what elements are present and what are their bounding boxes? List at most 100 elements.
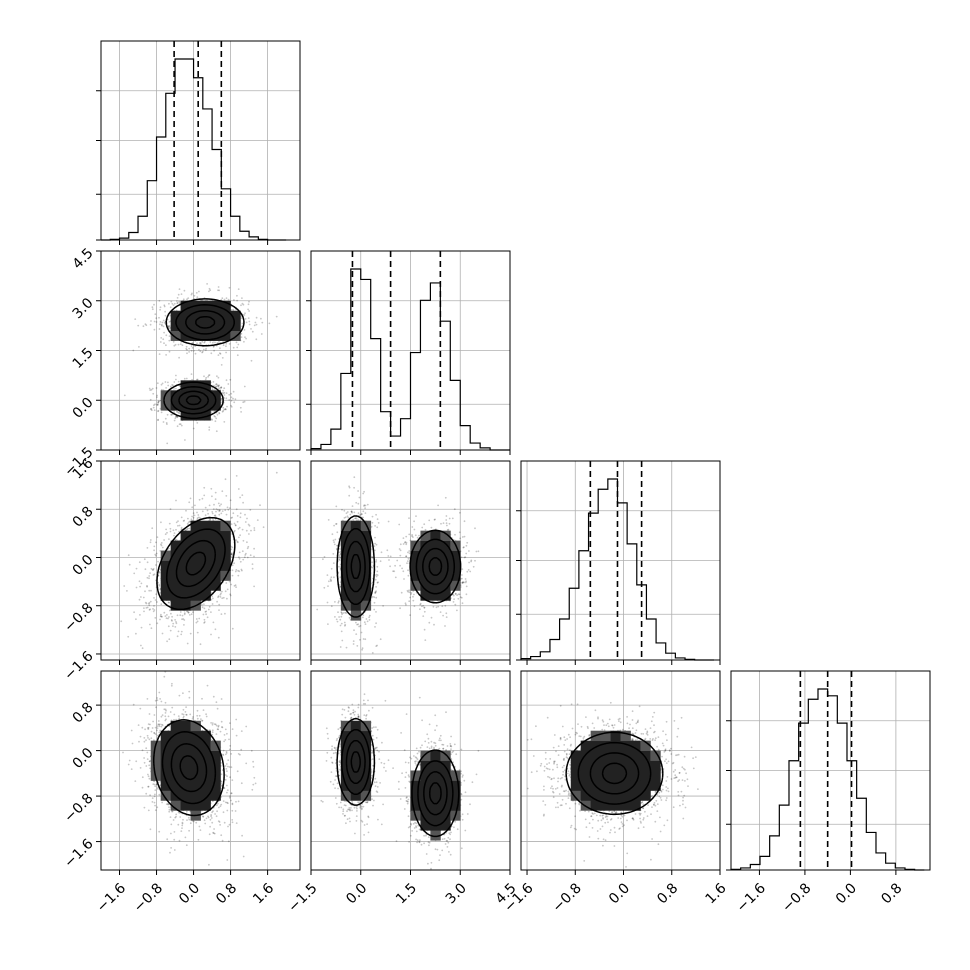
sample-point: [191, 341, 194, 344]
sample-point: [150, 409, 153, 412]
sample-point: [141, 647, 144, 650]
sample-point: [330, 567, 333, 570]
sample-point: [199, 350, 202, 353]
sample-point: [221, 357, 224, 359]
density-bin: [160, 580, 172, 591]
sample-point: [201, 497, 204, 500]
sample-point: [138, 346, 140, 348]
sample-point: [237, 343, 240, 346]
sample-point: [232, 512, 235, 515]
sample-point: [217, 354, 220, 356]
sample-point: [161, 546, 164, 549]
sample-point: [336, 544, 339, 547]
sample-point: [464, 581, 467, 584]
joint-panel-1-2: [310, 460, 511, 665]
sample-point: [185, 377, 188, 380]
density-bin: [160, 570, 172, 581]
sample-point: [183, 289, 186, 292]
sample-point: [161, 632, 164, 635]
sample-point: [148, 589, 151, 592]
sample-point: [405, 555, 407, 558]
density-bin: [180, 570, 191, 581]
sample-point: [159, 306, 162, 309]
density-bin: [200, 380, 211, 391]
sample-point: [165, 334, 168, 337]
sample-point: [160, 521, 162, 524]
sample-point: [356, 623, 358, 626]
sample-point: [361, 647, 364, 650]
sample-point: [210, 487, 213, 490]
sample-point: [445, 522, 448, 525]
sample-point: [175, 499, 177, 502]
sample-point: [150, 589, 152, 592]
sample-point: [181, 618, 183, 621]
sample-point: [335, 618, 338, 621]
sample-point: [139, 614, 141, 616]
sample-point: [164, 310, 167, 313]
sample-point: [333, 541, 335, 543]
sample-point: [177, 520, 179, 522]
sample-point: [418, 534, 420, 537]
sample-point: [348, 486, 351, 489]
sample-point: [239, 516, 242, 519]
sample-point: [444, 496, 447, 499]
sample-point: [151, 527, 154, 530]
sample-point: [222, 596, 225, 599]
sample-point: [344, 624, 346, 627]
sample-point: [220, 613, 223, 615]
sample-point: [149, 572, 152, 574]
sample-point: [360, 513, 363, 515]
sample-point: [245, 529, 248, 532]
sample-point: [248, 310, 251, 312]
sample-point: [238, 556, 240, 559]
sample-point: [168, 547, 170, 550]
sample-point: [229, 378, 232, 381]
sample-point: [232, 346, 235, 349]
sample-point: [159, 341, 162, 343]
sample-point: [326, 601, 329, 604]
sample-point: [156, 536, 159, 539]
sample-point: [140, 626, 143, 629]
sample-point: [227, 298, 230, 301]
density-bin: [210, 530, 221, 541]
sample-point: [160, 613, 162, 616]
sample-point: [247, 545, 250, 548]
sample-point: [339, 576, 342, 579]
sample-point: [167, 617, 169, 620]
sample-point: [163, 539, 166, 541]
density-bin: [210, 520, 221, 532]
sample-point: [223, 298, 226, 301]
sample-point: [188, 614, 191, 616]
sample-point: [461, 602, 464, 605]
sample-point: [168, 609, 171, 612]
sample-point: [143, 558, 146, 561]
sample-point: [225, 297, 228, 300]
sample-point: [198, 348, 200, 351]
sample-point: [201, 603, 203, 606]
sample-point: [196, 631, 199, 634]
sample-point: [168, 522, 171, 525]
histogram-panel-1: [306, 250, 511, 455]
sample-point: [350, 510, 353, 513]
joint-panel-0-1: [96, 250, 301, 455]
sample-point: [268, 322, 271, 325]
sample-point: [244, 521, 247, 523]
sample-point: [183, 613, 186, 616]
sample-point: [210, 598, 213, 601]
sample-point: [185, 528, 188, 531]
sample-point: [233, 530, 235, 533]
sample-point: [176, 416, 179, 419]
sample-point: [235, 508, 238, 511]
sample-point: [182, 520, 185, 522]
sample-point: [239, 560, 242, 563]
sample-point: [259, 504, 261, 507]
sample-point: [248, 533, 250, 535]
sample-point: [150, 627, 153, 630]
sample-point: [344, 623, 347, 626]
sample-point: [239, 496, 242, 499]
sample-point: [346, 515, 349, 518]
sample-point: [231, 516, 234, 519]
sample-point: [228, 507, 231, 509]
sample-point: [227, 383, 230, 385]
sample-point: [340, 622, 343, 625]
